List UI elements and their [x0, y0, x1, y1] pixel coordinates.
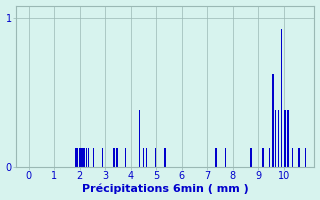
Bar [125, 148, 126, 167]
Bar [80, 148, 82, 167]
Bar [292, 148, 293, 167]
Bar [146, 148, 147, 167]
Bar [278, 110, 279, 167]
Bar [272, 74, 274, 167]
Bar [93, 148, 94, 167]
Bar [215, 148, 217, 167]
Bar [82, 148, 84, 167]
Bar [77, 148, 78, 167]
Bar [88, 148, 89, 167]
Bar [299, 148, 300, 167]
Bar [75, 148, 76, 167]
Bar [84, 148, 85, 167]
Bar [155, 148, 156, 167]
X-axis label: Précipitations 6min ( mm ): Précipitations 6min ( mm ) [82, 184, 249, 194]
Bar [164, 148, 166, 167]
Bar [102, 148, 103, 167]
Bar [284, 110, 286, 167]
Bar [262, 148, 264, 167]
Bar [143, 148, 144, 167]
Bar [251, 148, 252, 167]
Bar [139, 110, 140, 167]
Bar [225, 148, 226, 167]
Bar [86, 148, 87, 167]
Bar [116, 148, 118, 167]
Bar [275, 110, 276, 167]
Bar [287, 110, 289, 167]
Bar [79, 148, 80, 167]
Bar [281, 29, 282, 167]
Bar [268, 148, 270, 167]
Bar [113, 148, 115, 167]
Bar [305, 148, 306, 167]
